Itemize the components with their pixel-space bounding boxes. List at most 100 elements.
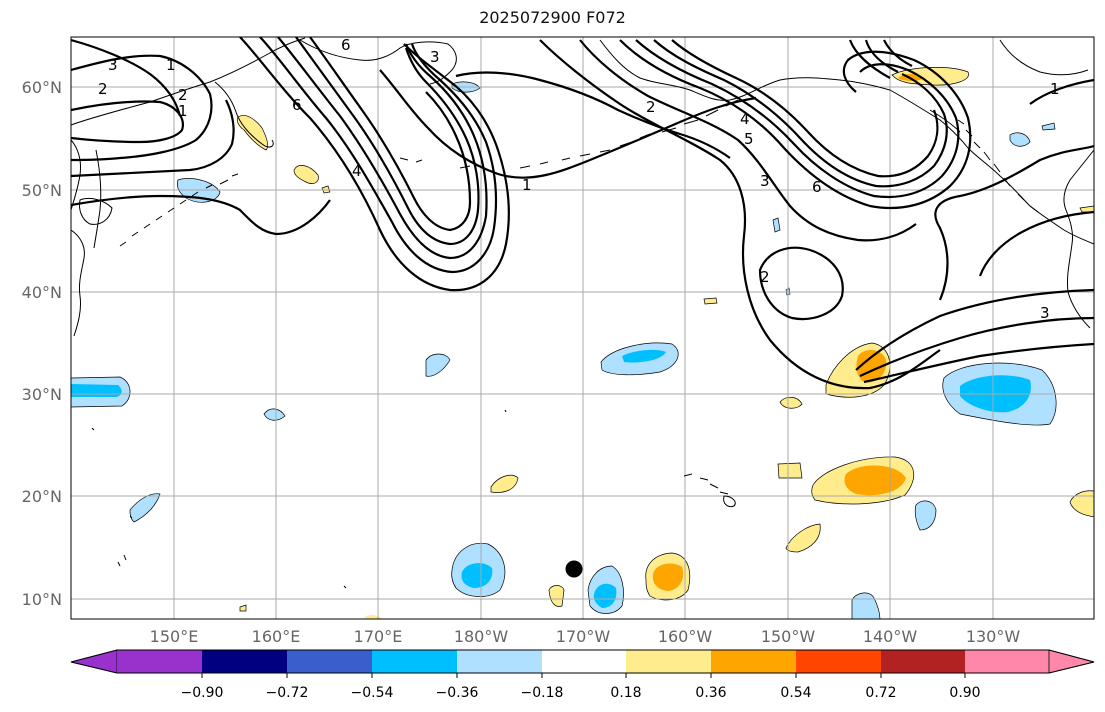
map-title: 2025072900 F072 [479, 8, 626, 27]
lon-label: 160°W [658, 627, 713, 646]
positive-anomaly-patch [779, 397, 803, 409]
positive-anomaly-patch [1079, 205, 1094, 213]
contour-line [579, 39, 917, 242]
coastline-hokkaido [79, 197, 113, 225]
lon-label: 150°W [761, 627, 816, 646]
negative-anomaly-patch [593, 583, 617, 608]
location-marker [565, 560, 583, 578]
contour-label: 3 [108, 56, 118, 74]
lon-label: 180°W [454, 627, 509, 646]
lat-label: 40°N [22, 283, 62, 302]
contour-label: 3 [430, 48, 440, 66]
contour-line [71, 54, 213, 162]
colorbar-tick-label: 0.18 [610, 685, 641, 701]
contour-line [295, 37, 480, 246]
colorbar-tick-label: 0.90 [949, 685, 980, 701]
colorbar-swatch [287, 650, 372, 673]
positive-anomaly-patch [652, 563, 684, 591]
coastline-kamchatka [71, 37, 306, 148]
contour-label: 5 [744, 130, 754, 148]
map-frame [70, 36, 1095, 620]
positive-anomaly-patch [548, 585, 565, 607]
hawaii-islands [683, 473, 736, 507]
contour-line [71, 38, 182, 117]
negative-anomaly-patch [461, 563, 493, 588]
contour-line [1029, 78, 1094, 105]
lon-label: 170°E [354, 627, 403, 646]
small-islands [91, 409, 507, 589]
contour-line [239, 37, 510, 292]
contour-line [758, 246, 844, 321]
contour-line [671, 39, 939, 178]
contour-line [309, 37, 472, 232]
lon-label: 170°W [556, 627, 611, 646]
contour-label: 3 [760, 172, 770, 190]
negative-anomaly-patch [914, 500, 937, 531]
colorbar-swatch [457, 650, 542, 673]
contour-line [848, 39, 891, 79]
negative-anomaly-patch [1009, 132, 1031, 147]
lat-labels: 60°N 50°N 40°N 30°N 20°N 10°N [22, 78, 62, 609]
colorbar-swatch [965, 650, 1049, 673]
colorbar-swatch [881, 650, 965, 673]
colorbar-tick-label: 0.72 [865, 685, 896, 701]
contour-label: 3 [1040, 304, 1050, 322]
contour-line [855, 288, 1094, 371]
contour-label: 4 [740, 110, 750, 128]
positive-anomaly-patch [490, 474, 519, 493]
colorbar-outline [70, 649, 1095, 674]
colorbar-swatch [711, 650, 796, 673]
coastline-alaska [599, 39, 1094, 245]
contour-line [883, 39, 913, 67]
lat-label: 20°N [22, 487, 62, 506]
positive-anomaly-patch [703, 297, 718, 305]
positive-anomaly-patch [785, 523, 821, 553]
contour-line [619, 39, 972, 210]
colorbar-swatch [117, 650, 202, 673]
negative-anomaly-patch [425, 353, 451, 377]
contour-line [864, 39, 899, 73]
colorbar: −0.90 −0.72 −0.54 −0.36 −0.18 0.18 0.36 … [70, 649, 1095, 701]
colorbar-swatch [796, 650, 881, 673]
colorbar-swatch [372, 650, 457, 673]
contour-line [934, 144, 1094, 301]
negative-anomaly-patch [622, 349, 666, 363]
colorbar-swatch [202, 650, 287, 673]
lon-label: 140°W [863, 627, 918, 646]
kuril-islands [119, 173, 239, 247]
positive-anomaly-patch [777, 462, 803, 479]
lat-label: 60°N [22, 78, 62, 97]
contour-line [455, 71, 731, 159]
lon-label: 150°E [150, 627, 199, 646]
colorbar-tick-label: −0.18 [521, 685, 564, 701]
colorbar-swatch [626, 650, 711, 673]
contour-line [978, 210, 1094, 277]
colorbar-tick-label: −0.90 [181, 685, 224, 701]
contour-label: 2 [178, 86, 188, 104]
lat-label: 10°N [22, 590, 62, 609]
lon-labels: 150°E 160°E 170°E 180°W 170°W 160°W 150°… [150, 627, 1021, 646]
contour-label: 6 [292, 96, 302, 114]
contour-label: 2 [98, 80, 108, 98]
lat-label: 30°N [22, 385, 62, 404]
coastline-canada-north [999, 39, 1089, 76]
positive-anomaly-patch [1069, 490, 1094, 518]
contour-line [71, 100, 184, 144]
contour-label: 1 [178, 102, 188, 120]
colorbar-tick-label: −0.36 [436, 685, 479, 701]
contour-line [71, 194, 331, 236]
contour-label: 1 [166, 56, 176, 74]
contour-line [653, 39, 948, 188]
contour-label: 6 [341, 36, 351, 54]
colorbar-low-extend [70, 649, 118, 674]
contour-line [859, 316, 1094, 377]
lat-label: 50°N [22, 181, 62, 200]
coastline-siberia-east [299, 39, 457, 85]
lon-label: 130°W [966, 627, 1021, 646]
contour-line [863, 342, 1094, 384]
colorbar-swatch [542, 650, 626, 673]
coastline-sakhalin [93, 149, 102, 249]
negative-anomaly-patch [263, 408, 286, 421]
positive-anomaly-patch [239, 604, 247, 612]
